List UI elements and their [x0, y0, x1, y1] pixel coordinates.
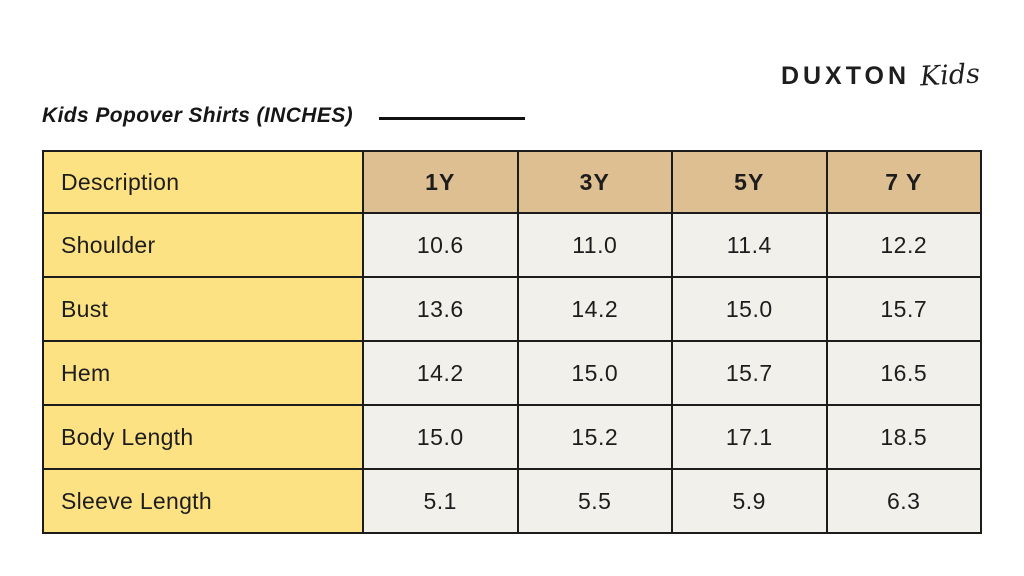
row-label: Shoulder — [42, 212, 364, 278]
brand-logo: DUXTON Kids — [780, 58, 981, 93]
cell-value: 15.7 — [825, 276, 982, 342]
title-rule-line — [379, 116, 526, 120]
brand-name: DUXTON — [780, 62, 911, 90]
cell-value: 13.6 — [362, 276, 519, 342]
cell-value: 16.5 — [825, 340, 982, 406]
header-size-5y: 5Y — [671, 150, 828, 214]
cell-value: 14.2 — [362, 340, 519, 406]
table-row-bust: Bust 13.6 14.2 15.0 15.7 — [42, 276, 982, 342]
cell-value: 15.0 — [671, 276, 828, 342]
row-label: Body Length — [42, 404, 364, 470]
table-row-shoulder: Shoulder 10.6 11.0 11.4 12.2 — [42, 212, 982, 278]
cell-value: 12.2 — [825, 212, 982, 278]
cell-value: 14.2 — [516, 276, 673, 342]
cell-value: 5.5 — [516, 468, 673, 534]
cell-value: 10.6 — [362, 212, 519, 278]
cell-value: 17.1 — [671, 404, 828, 470]
cell-value: 5.1 — [362, 468, 519, 534]
header-size-1y: 1Y — [362, 150, 519, 214]
title-row: Kids Popover Shirts (INCHES) — [42, 104, 526, 128]
cell-value: 6.3 — [825, 468, 982, 534]
header-description: Description — [42, 150, 364, 214]
cell-value: 15.7 — [671, 340, 828, 406]
table-header-row: Description 1Y 3Y 5Y 7 Y — [42, 150, 982, 214]
row-label: Bust — [42, 276, 364, 342]
size-chart-table: Description 1Y 3Y 5Y 7 Y Shoulder 10.6 1… — [42, 150, 982, 534]
row-label: Hem — [42, 340, 364, 406]
header-size-7y: 7 Y — [825, 150, 982, 214]
cell-value: 18.5 — [825, 404, 982, 470]
table-row-sleeve-length: Sleeve Length 5.1 5.5 5.9 6.3 — [42, 468, 982, 534]
cell-value: 11.0 — [516, 212, 673, 278]
table-row-hem: Hem 14.2 15.0 15.7 16.5 — [42, 340, 982, 406]
cell-value: 15.2 — [516, 404, 673, 470]
cell-value: 15.0 — [362, 404, 519, 470]
cell-value: 11.4 — [671, 212, 828, 278]
page-title: Kids Popover Shirts (INCHES) — [42, 104, 354, 127]
cell-value: 5.9 — [671, 468, 828, 534]
header-size-3y: 3Y — [516, 150, 673, 214]
cell-value: 15.0 — [516, 340, 673, 406]
row-label: Sleeve Length — [42, 468, 364, 534]
table-row-body-length: Body Length 15.0 15.2 17.1 18.5 — [42, 404, 982, 470]
brand-sub-script: Kids — [919, 58, 981, 93]
